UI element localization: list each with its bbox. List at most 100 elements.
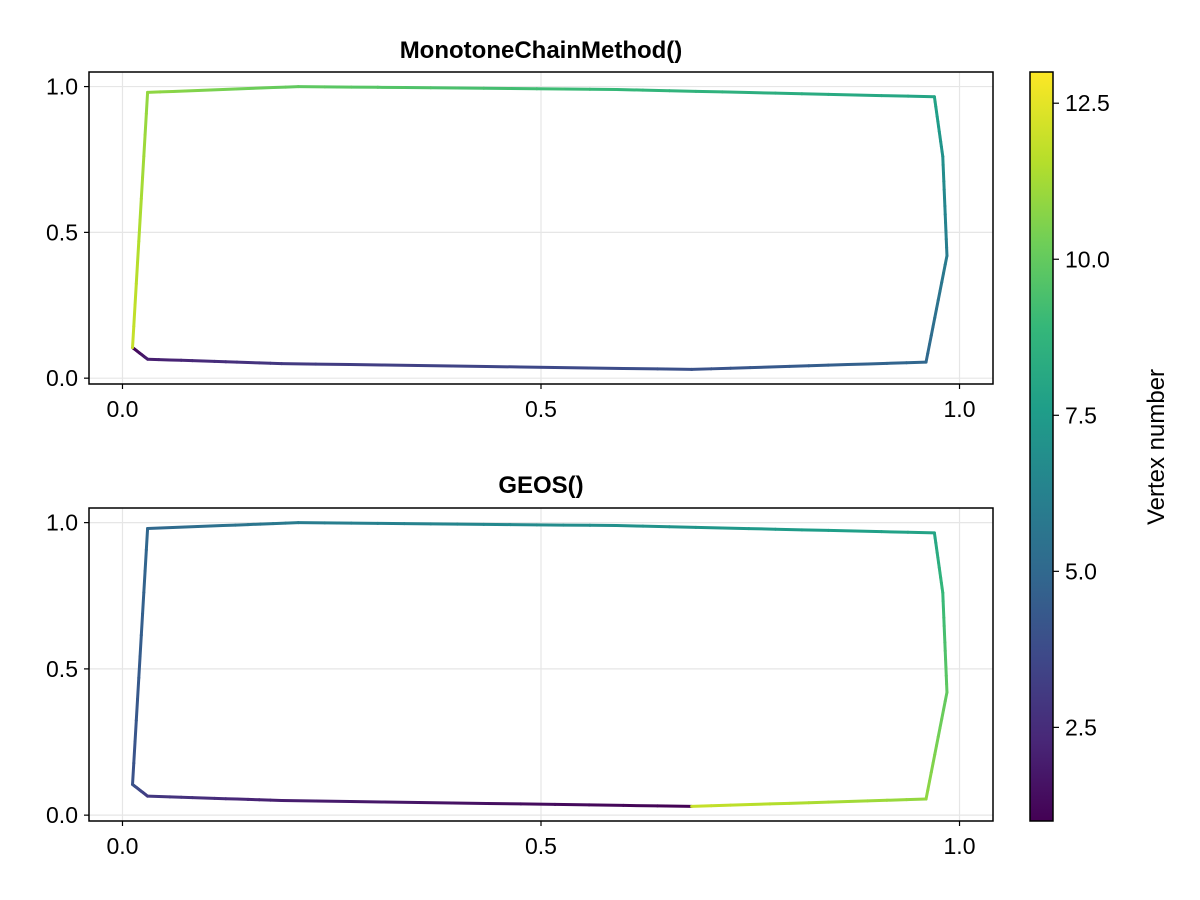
line-segment <box>931 316 937 329</box>
colorbar-tick-label: 7.5 <box>1065 402 1097 428</box>
y-tick-label: 1.0 <box>46 510 78 536</box>
colorbar-tick-label: 12.5 <box>1065 90 1110 116</box>
line-segment <box>143 548 148 573</box>
grid-lines <box>89 508 993 821</box>
axis-ticks: 0.0 0.5 1.0 0.0 0.5 1.0 <box>46 74 975 422</box>
line-segment <box>747 91 777 95</box>
line-segment <box>941 699 947 712</box>
line-segment <box>846 799 869 803</box>
line-segment <box>614 524 645 528</box>
line-segment <box>787 801 811 805</box>
line-segment <box>943 254 949 267</box>
y-tick-label: 0.0 <box>46 365 78 391</box>
panel-title: GEOS() <box>498 472 583 499</box>
line-segment <box>879 94 910 98</box>
line-segment <box>933 307 938 320</box>
line-segment <box>748 802 772 807</box>
line-segment <box>926 779 932 792</box>
line-segment <box>729 366 752 370</box>
line-segment <box>885 798 909 802</box>
line-segment <box>137 218 142 243</box>
line-segment <box>748 365 772 370</box>
line-segment <box>138 197 143 222</box>
line-segment <box>924 788 930 801</box>
line-segment <box>846 362 869 367</box>
line-segment <box>928 334 933 346</box>
line-segment <box>787 364 811 368</box>
line-segment <box>800 92 830 96</box>
line-segment <box>667 89 698 93</box>
line-segment <box>826 92 857 97</box>
x-tick-label: 0.5 <box>525 833 557 859</box>
line-segment <box>709 366 733 371</box>
line-segment <box>826 363 850 367</box>
panel-title: MonotoneChainMethod() <box>400 37 683 64</box>
line-segment <box>929 325 935 338</box>
line-segment <box>720 526 751 531</box>
line-segment <box>143 112 148 137</box>
line-segment <box>826 528 857 533</box>
line-segment <box>933 744 938 757</box>
line-segment <box>936 726 942 739</box>
line-segment <box>905 360 928 365</box>
line-segment <box>138 633 143 658</box>
line-segment <box>139 175 145 201</box>
line-segment <box>134 261 140 286</box>
line-segment <box>141 590 146 616</box>
line-segment <box>773 91 804 96</box>
y-tick-label: 1.0 <box>46 74 78 100</box>
line-segment <box>720 90 751 95</box>
line-segment <box>853 93 883 98</box>
line-segment <box>641 88 671 93</box>
line-segment <box>924 351 930 364</box>
line-segment <box>139 612 145 637</box>
line-segment <box>941 263 947 275</box>
line-segment <box>144 90 150 116</box>
line-segment <box>141 154 146 179</box>
line-segment <box>926 342 932 355</box>
line-segment <box>709 803 733 808</box>
line-segment <box>853 529 883 534</box>
line-segment <box>935 735 940 748</box>
line-segment <box>929 761 935 774</box>
line-segment <box>940 271 945 284</box>
colorbar-tick-label: 5.0 <box>1065 558 1097 584</box>
line-segment <box>133 282 138 307</box>
x-tick-label: 1.0 <box>944 396 976 422</box>
line-segment <box>134 697 140 722</box>
colorbar-ticks: 2.5 5.0 7.5 10.0 12.5 <box>1053 90 1110 740</box>
line-segment <box>136 676 141 701</box>
line-segment <box>132 303 137 328</box>
line-segment <box>667 525 698 529</box>
line-segment <box>936 289 942 302</box>
line-segment <box>906 94 936 99</box>
x-tick-label: 0.0 <box>106 833 138 859</box>
line-segment <box>142 569 147 594</box>
y-tick-label: 0.0 <box>46 802 78 828</box>
x-tick-label: 0.5 <box>525 396 557 422</box>
line-segment <box>729 803 752 807</box>
series-line <box>131 85 949 371</box>
line-segment <box>865 361 889 366</box>
line-segment <box>906 530 936 535</box>
grid-lines <box>89 72 993 384</box>
colorbar: 2.5 5.0 7.5 10.0 12.5 Vertex number <box>1029 71 1170 822</box>
colorbar-tick-label: 2.5 <box>1065 714 1097 740</box>
line-segment <box>885 361 909 365</box>
line-segment <box>938 717 944 730</box>
line-segment <box>641 524 671 529</box>
colorbar-gradient <box>1029 71 1054 822</box>
line-segment <box>943 690 949 703</box>
line-segment <box>137 654 142 680</box>
line-segment <box>747 527 777 531</box>
line-segment <box>131 324 136 350</box>
line-segment <box>938 280 944 293</box>
colorbar-label: Vertex number <box>1143 369 1170 525</box>
line-segment <box>940 708 945 721</box>
line-segment <box>768 801 791 806</box>
series-line <box>131 521 949 808</box>
line-segment <box>133 718 138 744</box>
line-segment <box>694 89 724 94</box>
line-segment <box>928 770 933 783</box>
